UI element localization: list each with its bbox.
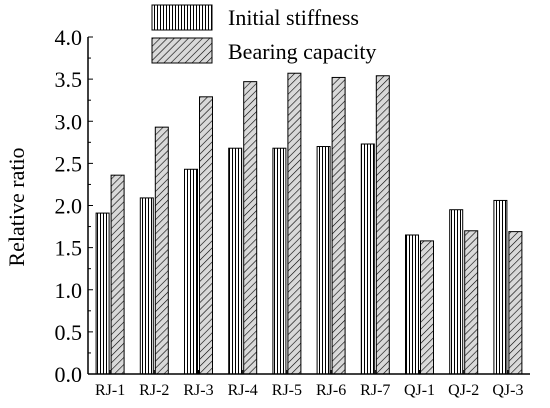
x-tick-label: QJ-3	[492, 382, 523, 399]
bar-bearing-capacity-rj-3	[199, 96, 213, 375]
x-tick-label: RJ-4	[228, 382, 258, 399]
bar-initial-stiffness-qj-1	[405, 234, 419, 375]
y-tick-label: 4.0	[55, 25, 83, 50]
legend-item-bearing-capacity: Bearing capacity	[151, 37, 376, 64]
legend: Initial stiffness Bearing capacity	[151, 4, 376, 64]
x-axis: RJ-1 RJ-2 RJ-3 RJ-4 RJ-5 RJ-6 RJ-7 QJ-1 QJ-2 QJ-3	[88, 370, 530, 399]
bar-bearing-capacity-rj-5	[287, 72, 302, 375]
bar-bearing-capacity-rj-1	[110, 174, 125, 375]
x-tick-label: QJ-1	[404, 382, 435, 399]
legend-label-bearing-capacity: Bearing capacity	[228, 39, 376, 64]
bar-initial-stiffness-qj-3	[493, 199, 508, 375]
bar-initial-stiffness-rj-3	[184, 168, 198, 375]
bar-initial-stiffness-qj-2	[449, 209, 464, 375]
bar-initial-stiffness-rj-4	[228, 147, 243, 375]
bar-initial-stiffness-rj-1	[95, 212, 110, 375]
bar-initial-stiffness-rj-5	[272, 147, 287, 375]
bar-bearing-capacity-qj-1	[420, 240, 434, 375]
x-tick-label: RJ-3	[183, 382, 213, 399]
y-tick-label: 1.0	[55, 278, 83, 303]
bar-initial-stiffness-rj-2	[139, 197, 154, 375]
y-tick-label: 2.0	[55, 194, 83, 219]
y-axis: 0.0 0.5 1.0 1.5 2.0 2.5 3.0 3.5 4.0	[55, 25, 93, 387]
legend-swatch-initial-stiffness	[151, 4, 213, 31]
x-tick-label: RJ-5	[272, 382, 302, 399]
bar-bearing-capacity-qj-3	[508, 231, 523, 375]
bar-initial-stiffness-rj-7	[360, 143, 375, 375]
y-tick-label: 0.5	[55, 320, 83, 345]
x-tick-label: QJ-2	[448, 382, 479, 399]
y-tick-label: 3.5	[55, 67, 83, 92]
y-axis-label: Relative ratio	[4, 147, 29, 266]
bar-bearing-capacity-rj-4	[243, 81, 258, 375]
bar-bearing-capacity-rj-7	[375, 75, 390, 375]
bar-bearing-capacity-rj-6	[331, 76, 346, 375]
y-tick-label: 3.0	[55, 109, 83, 134]
x-tick-label: RJ-6	[316, 382, 346, 399]
legend-item-initial-stiffness: Initial stiffness	[151, 4, 359, 31]
legend-swatch-bearing-capacity	[151, 37, 213, 64]
x-tick-label: RJ-2	[139, 382, 169, 399]
bar-bearing-capacity-rj-2	[154, 126, 169, 375]
legend-label-initial-stiffness: Initial stiffness	[228, 5, 359, 30]
bar-bearing-capacity-qj-2	[464, 230, 479, 375]
y-tick-label: 2.5	[55, 151, 83, 176]
plot-area	[95, 72, 523, 375]
y-tick-label: 0.0	[55, 362, 83, 387]
y-tick-label: 1.5	[55, 236, 83, 261]
bar-initial-stiffness-rj-6	[316, 146, 331, 375]
x-tick-label: RJ-7	[360, 382, 390, 399]
x-tick-label: RJ-1	[95, 382, 125, 399]
